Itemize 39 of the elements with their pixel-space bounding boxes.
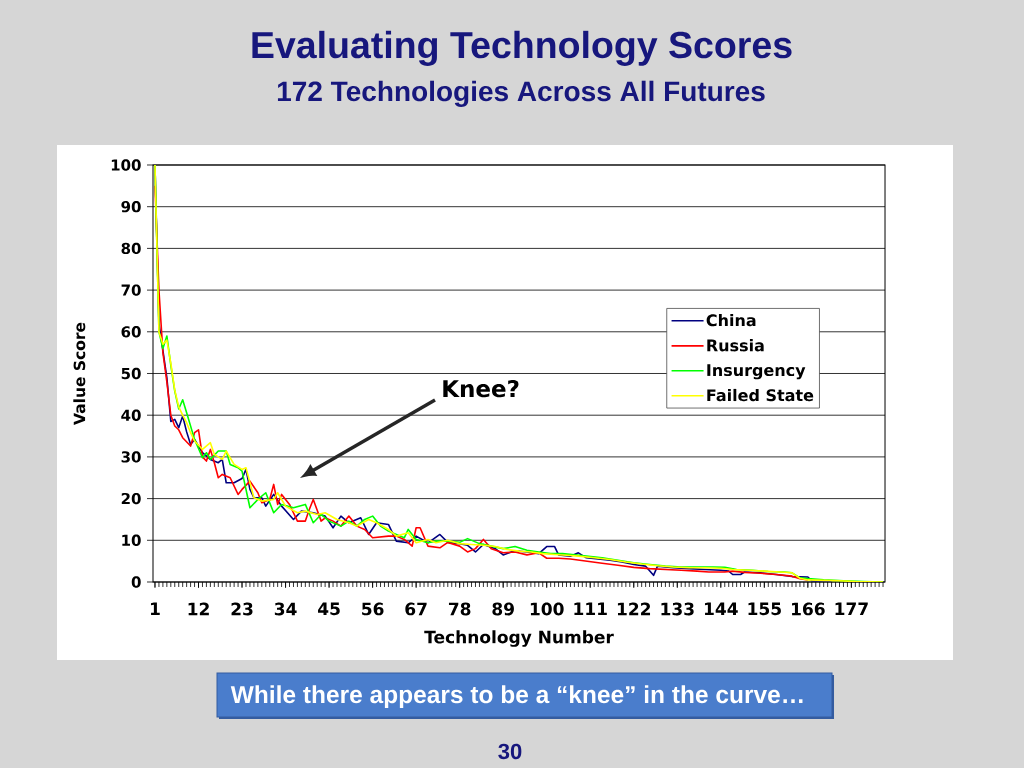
x-tick-label: 122 bbox=[617, 602, 651, 616]
x-tick-label: 67 bbox=[405, 602, 427, 616]
x-tick-label: 1 bbox=[150, 602, 160, 615]
y-tick-label: 20 bbox=[121, 492, 141, 505]
y-tick-label: 90 bbox=[121, 201, 141, 213]
x-tick-label: 89 bbox=[492, 602, 514, 616]
x-tick-label: 78 bbox=[448, 602, 471, 616]
x-tick-label: 166 bbox=[792, 602, 825, 616]
legend-label: China bbox=[706, 313, 756, 327]
x-tick-label: 23 bbox=[231, 602, 253, 616]
x-tick-label: 155 bbox=[748, 602, 781, 616]
legend-label: Russia bbox=[707, 339, 764, 352]
x-tick-label: 45 bbox=[318, 602, 340, 616]
x-tick-label: 144 bbox=[704, 602, 738, 615]
x-tick-label: 56 bbox=[362, 602, 384, 616]
y-tick-label: 0 bbox=[131, 576, 141, 588]
chart-title: Evaluating Technology Scores bbox=[252, 30, 792, 66]
legend-label: Failed State bbox=[707, 388, 814, 402]
x-axis-title: Technology Number bbox=[424, 630, 614, 647]
x-tick-label: 100 bbox=[530, 602, 564, 616]
y-tick-label: 70 bbox=[121, 284, 141, 296]
y-tick-label: 40 bbox=[121, 409, 141, 421]
y-tick-label: 60 bbox=[121, 326, 141, 338]
y-axis-title: Value Score bbox=[73, 322, 86, 425]
legend-label: Insurgency bbox=[707, 364, 806, 380]
chart-subtitle: 172 Technologies Across All Futures bbox=[277, 80, 765, 107]
x-tick-label: 34 bbox=[274, 602, 297, 616]
x-tick-label: 111 bbox=[574, 602, 607, 615]
x-tick-label: 12 bbox=[188, 602, 209, 616]
x-tick-label: 133 bbox=[661, 602, 694, 616]
x-tick-label: 177 bbox=[835, 602, 868, 615]
y-tick-label: 10 bbox=[122, 534, 141, 546]
y-tick-label: 50 bbox=[121, 367, 141, 380]
annotation: Knee? bbox=[443, 379, 519, 398]
text: While there appears to be a “knee” in the curve… bbox=[230, 685, 803, 709]
y-tick-label: 100 bbox=[111, 159, 141, 171]
y-tick-label: 80 bbox=[121, 242, 141, 255]
y-tick-label: 30 bbox=[121, 451, 141, 463]
text: 30 bbox=[498, 743, 522, 760]
